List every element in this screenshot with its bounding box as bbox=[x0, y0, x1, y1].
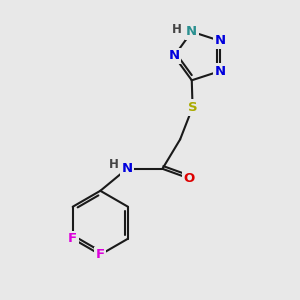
Text: O: O bbox=[183, 172, 195, 185]
Text: N: N bbox=[122, 162, 133, 175]
Text: N: N bbox=[215, 34, 226, 47]
Text: N: N bbox=[186, 25, 197, 38]
Text: N: N bbox=[169, 50, 180, 62]
Text: F: F bbox=[68, 232, 77, 245]
Text: N: N bbox=[215, 64, 226, 77]
Text: S: S bbox=[188, 101, 197, 114]
Text: F: F bbox=[96, 248, 105, 261]
Text: H: H bbox=[109, 158, 118, 171]
Text: H: H bbox=[172, 23, 182, 36]
